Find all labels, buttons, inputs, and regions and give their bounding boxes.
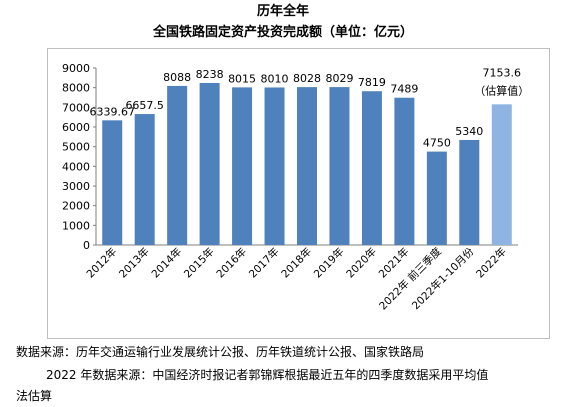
bar — [329, 87, 350, 245]
y-tick-label: 0 — [83, 239, 90, 252]
source-note-3: 法估算 — [16, 389, 53, 403]
bar — [167, 85, 188, 245]
chart-title: 历年全年 — [256, 4, 309, 19]
y-tick-label: 4000 — [62, 160, 90, 173]
bar — [394, 97, 415, 245]
value-label: 6339.67 — [89, 105, 135, 118]
value-label: 8010 — [261, 72, 289, 85]
y-tick-label: 6000 — [62, 121, 90, 134]
x-tick-label: 2014年 — [149, 245, 185, 281]
y-axis-ticks: 0 1000 2000 3000 4000 5000 6000 7000 8000 9000 — [62, 62, 96, 252]
value-label: 8088 — [163, 71, 191, 84]
bar — [491, 104, 512, 245]
bar — [102, 120, 123, 245]
bar — [232, 87, 253, 245]
y-tick-label: 9000 — [62, 62, 90, 75]
x-tick-label: 2019年 — [311, 245, 347, 281]
value-label: 6657.5 — [125, 99, 164, 112]
x-tick-label: 2020年 — [344, 245, 380, 281]
y-tick-label: 5000 — [62, 141, 90, 154]
y-tick-label: 1000 — [62, 219, 90, 232]
x-tick-label: 2018年 — [279, 245, 315, 281]
bar — [426, 151, 447, 245]
value-label: 8015 — [228, 72, 256, 85]
source-note-2: 2022 年数据来源：中国经济时报记者郭锦辉根据最近五年的四季度数据采用平均值 — [46, 368, 489, 382]
bar — [264, 87, 285, 245]
x-tick-label: 2022年 — [473, 245, 509, 281]
value-label: 5340 — [455, 125, 483, 138]
x-tick-label: 2015年 — [181, 245, 217, 281]
bars — [102, 82, 512, 246]
x-tick-label: 2017年 — [246, 245, 282, 281]
bar — [361, 91, 382, 245]
x-tick-label: 2013年 — [116, 245, 152, 281]
value-label: 4750 — [423, 137, 451, 150]
value-label: 8029 — [325, 72, 353, 85]
bar — [459, 139, 480, 245]
estimate-label: （估算值） — [474, 83, 529, 97]
bar — [134, 114, 155, 245]
value-label: 8238 — [196, 68, 224, 81]
bar-chart: 0 1000 2000 3000 4000 5000 6000 7000 8000 9000 63… — [47, 48, 550, 339]
y-tick-label: 3000 — [62, 180, 90, 193]
y-tick-label: 2000 — [62, 200, 90, 213]
bar — [199, 82, 220, 246]
value-label: 8028 — [293, 72, 321, 85]
value-label: 7153.6 — [483, 66, 522, 79]
source-note-1: 数据来源：历年交通运输行业发展统计公报、历年铁道统计公报、国家铁路局 — [16, 345, 425, 359]
y-tick-label: 8000 — [62, 82, 90, 95]
y-tick-label: 7000 — [62, 101, 90, 114]
plot-frame — [47, 48, 550, 339]
bar — [297, 87, 317, 245]
x-axis-labels: 2012年2013年2014年2015年2016年2017年2018年2019年… — [84, 245, 509, 313]
x-tick-label: 2016年 — [214, 245, 250, 281]
value-label: 7489 — [390, 83, 418, 96]
chart-subtitle: 全国铁路固定资产投资完成额（单位：亿元） — [152, 25, 413, 40]
value-label: 7819 — [358, 76, 386, 89]
